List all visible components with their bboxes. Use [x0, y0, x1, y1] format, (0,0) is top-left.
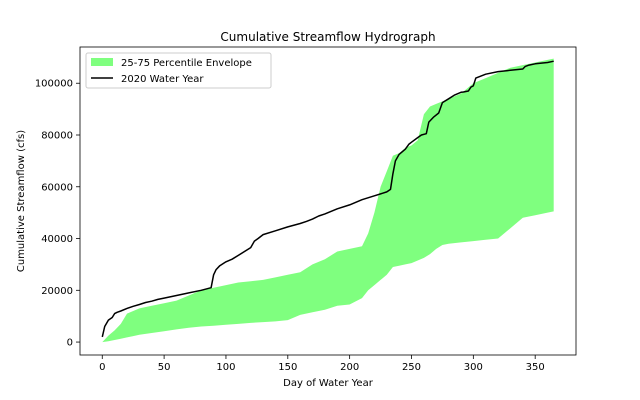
legend: 25-75 Percentile Envelope 2020 Water Yea…: [85, 52, 272, 89]
x-tick-label: 350: [526, 362, 545, 373]
plot-area: [79, 46, 577, 356]
y-tick-label: 40000: [41, 234, 73, 245]
x-tick-label: 0: [99, 362, 105, 373]
y-axis: 0 20000 40000 60000 80000 100000: [35, 79, 80, 349]
x-tick-label: 100: [216, 362, 235, 373]
y-tick-label: 80000: [41, 131, 73, 142]
x-tick-label: 150: [278, 362, 297, 373]
y-tick-label: 20000: [41, 286, 73, 297]
axes-frame: [79, 46, 577, 356]
legend-swatch-envelope: [91, 58, 113, 66]
legend-label-envelope: 25-75 Percentile Envelope: [121, 58, 252, 69]
x-tick-label: 300: [464, 362, 483, 373]
y-tick-label: 60000: [41, 182, 73, 193]
y-tick-label: 0: [67, 338, 73, 349]
x-tick-label: 200: [340, 362, 359, 373]
x-tick-label: 250: [402, 362, 421, 373]
x-axis-label: Day of Water Year: [283, 378, 374, 389]
percentile-envelope-band: [102, 58, 554, 343]
legend-label-line: 2020 Water Year: [121, 74, 204, 85]
x-tick-label: 50: [158, 362, 171, 373]
y-tick-label: 100000: [35, 79, 73, 90]
x-axis: 0 50 100 150 200 250 300 350: [99, 355, 545, 373]
chart-title: Cumulative Streamflow Hydrograph: [220, 30, 435, 44]
y-axis-label: Cumulative Streamflow (cfs): [16, 130, 27, 272]
legend-frame: [85, 52, 272, 89]
water-year-2020-line: [101, 60, 554, 338]
